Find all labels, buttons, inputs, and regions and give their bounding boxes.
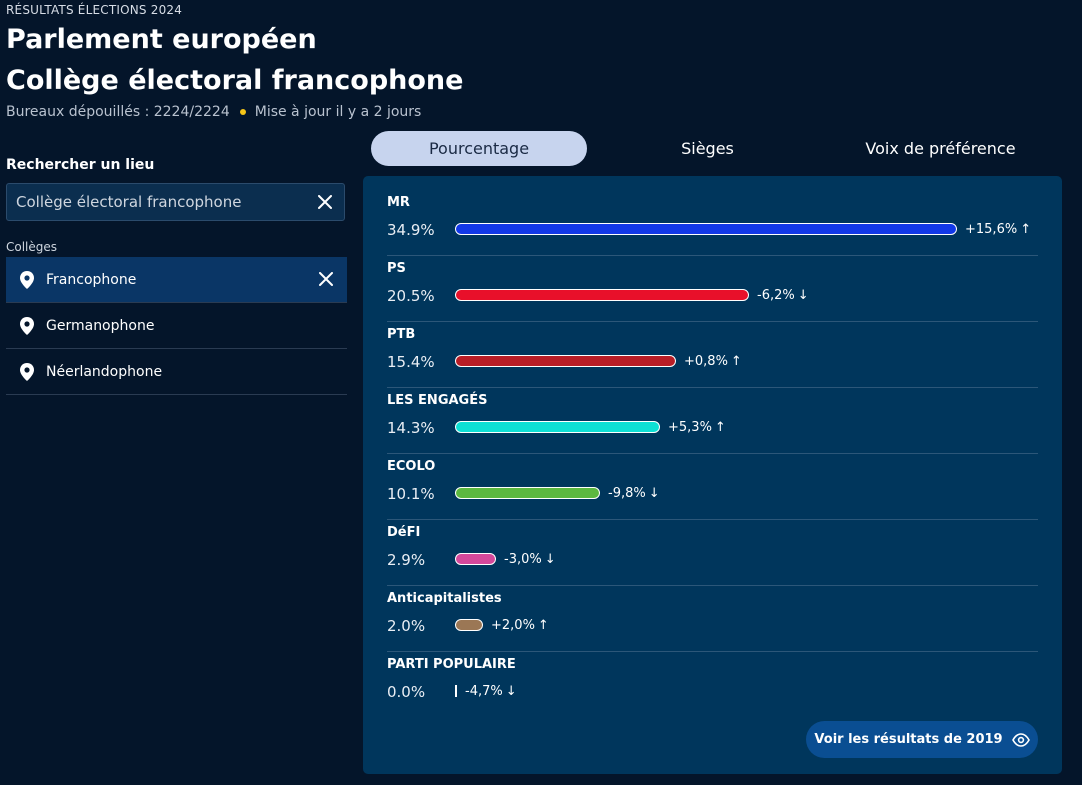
result-row: PARTI POPULAIRE 0.0% -4,7% ↓: [387, 652, 1038, 717]
status-dot: [239, 109, 246, 115]
arrow-up-icon: ↑: [714, 419, 726, 435]
party-percent: 15.4%: [387, 353, 435, 371]
party-name: PS: [387, 261, 406, 276]
delta-value: +15,6%: [965, 221, 1018, 237]
page-subtitle: Collège électoral francophone: [6, 65, 464, 96]
tab-pourcentage[interactable]: Pourcentage: [371, 131, 587, 166]
party-name: PARTI POPULAIRE: [387, 657, 516, 672]
party-percent: 2.9%: [387, 551, 426, 569]
result-bar: [455, 619, 483, 631]
result-row: DéFI 2.9% -3,0% ↓: [387, 520, 1038, 586]
tab-voix-de-preference[interactable]: Voix de préférence: [865, 139, 1016, 158]
arrow-down-icon: ↓: [648, 485, 660, 501]
result-row: Anticapitalistes 2.0% +2,0% ↑: [387, 586, 1038, 652]
map-pin-icon: [18, 316, 36, 336]
result-row: LES ENGAGÉS 14.3% +5,3% ↑: [387, 388, 1038, 454]
party-name: MR: [387, 195, 410, 210]
delta-value: +5,3%: [668, 419, 712, 435]
arrow-up-icon: ↑: [730, 353, 742, 369]
search-input[interactable]: [7, 193, 306, 211]
colleges-label: Collèges: [6, 240, 58, 254]
delta-value: -6,2%: [757, 287, 795, 303]
party-name: Anticapitalistes: [387, 591, 502, 606]
arrow-down-icon: ↓: [505, 683, 517, 699]
result-bar: [455, 355, 676, 367]
search-label: Rechercher un lieu: [6, 157, 155, 173]
result-bar: [455, 487, 600, 499]
status-line: Bureaux dépouillés : 2224/2224 Mise à jo…: [6, 104, 421, 120]
view-2019-results-button[interactable]: Voir les résultats de 2019: [806, 721, 1038, 758]
delta-change: -4,7% ↓: [465, 684, 517, 699]
view-tabs: Pourcentage Sièges Voix de préférence: [363, 131, 1062, 168]
result-row: MR 34.9% +15,6% ↑: [387, 190, 1038, 256]
party-percent: 20.5%: [387, 287, 435, 305]
delta-change: +0,8% ↑: [684, 354, 742, 369]
college-list: Francophone Germanophone Néerlandophone: [6, 257, 347, 395]
delta-value: +0,8%: [684, 353, 728, 369]
close-icon: [319, 272, 333, 286]
delta-change: -3,0% ↓: [504, 552, 556, 567]
party-name: ECOLO: [387, 459, 436, 474]
result-bar: [455, 421, 660, 433]
college-item-label: Néerlandophone: [46, 363, 163, 380]
bar-group: -6,2% ↓: [455, 288, 809, 303]
result-bar: [455, 289, 749, 301]
college-item-francophone[interactable]: Francophone: [6, 257, 347, 303]
bar-group: +2,0% ↑: [455, 618, 549, 633]
delta-value: -9,8%: [608, 485, 646, 501]
arrow-up-icon: ↑: [537, 617, 549, 633]
arrow-down-icon: ↓: [797, 287, 809, 303]
result-bar: [455, 685, 457, 697]
college-item-germanophone[interactable]: Germanophone: [6, 303, 347, 349]
tab-sieges[interactable]: Sièges: [681, 139, 734, 158]
result-row: ECOLO 10.1% -9,8% ↓: [387, 454, 1038, 520]
bar-group: +15,6% ↑: [455, 222, 1031, 237]
delta-change: +5,3% ↑: [668, 420, 726, 435]
update-time: Mise à jour il y a 2 jours: [254, 104, 422, 120]
delta-change: +15,6% ↑: [965, 222, 1031, 237]
delta-change: -6,2% ↓: [757, 288, 809, 303]
result-bar: [455, 553, 496, 565]
party-percent: 2.0%: [387, 617, 426, 635]
arrow-up-icon: ↑: [1020, 221, 1032, 237]
page-eyebrow: RÉSULTATS ÉLECTIONS 2024: [6, 3, 183, 17]
result-bar: [455, 223, 957, 235]
result-row: PTB 15.4% +0,8% ↑: [387, 322, 1038, 388]
bar-group: +5,3% ↑: [455, 420, 726, 435]
delta-change: -9,8% ↓: [608, 486, 660, 501]
bureaux-count: Bureaux dépouillés : 2224/2224: [6, 104, 230, 120]
result-row: PS 20.5% -6,2% ↓: [387, 256, 1038, 322]
college-item-label: Germanophone: [46, 317, 155, 334]
cta-label: Voir les résultats de 2019: [814, 732, 1003, 747]
search-field: [6, 183, 345, 221]
college-item-neerlandophone[interactable]: Néerlandophone: [6, 349, 347, 395]
party-name: LES ENGAGÉS: [387, 393, 488, 408]
party-percent: 10.1%: [387, 485, 435, 503]
arrow-down-icon: ↓: [544, 551, 556, 567]
bar-group: +0,8% ↑: [455, 354, 742, 369]
results-list: MR 34.9% +15,6% ↑ PS 20.5% -6,2% ↓ PTB 15.4% +0,8%…: [387, 190, 1038, 717]
clear-search-button[interactable]: [306, 183, 344, 221]
party-percent: 0.0%: [387, 683, 426, 701]
delta-value: +2,0%: [491, 617, 535, 633]
map-pin-icon: [18, 362, 36, 382]
page-title: Parlement européen: [6, 24, 317, 55]
map-pin-icon: [18, 270, 36, 290]
results-panel: MR 34.9% +15,6% ↑ PS 20.5% -6,2% ↓ PTB 15.4% +0,8%…: [363, 176, 1062, 774]
college-item-label: Francophone: [46, 271, 137, 288]
delta-change: +2,0% ↑: [491, 618, 549, 633]
delta-value: -3,0%: [504, 551, 542, 567]
party-name: PTB: [387, 327, 416, 342]
party-percent: 14.3%: [387, 419, 435, 437]
close-icon: [318, 195, 332, 209]
eye-icon: [1011, 732, 1030, 747]
bar-group: -4,7% ↓: [455, 684, 517, 699]
party-name: DéFI: [387, 525, 421, 540]
bar-group: -9,8% ↓: [455, 486, 660, 501]
delta-value: -4,7%: [465, 683, 503, 699]
bar-group: -3,0% ↓: [455, 552, 556, 567]
deselect-college-button[interactable]: [309, 262, 343, 296]
party-percent: 34.9%: [387, 221, 435, 239]
